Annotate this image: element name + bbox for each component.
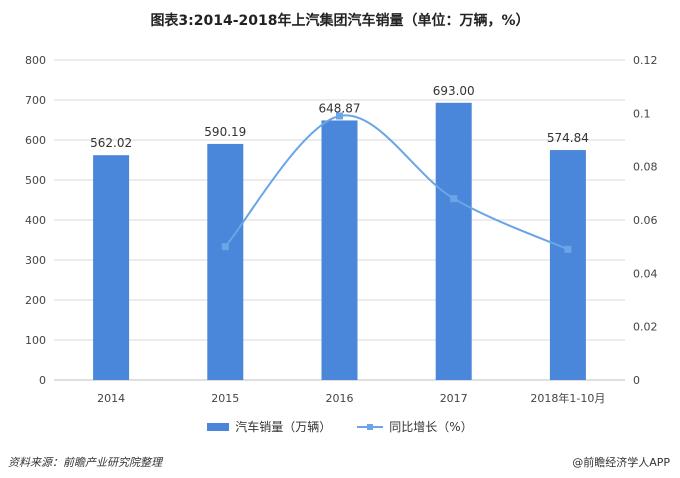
source-note: 资料来源：前瞻产业研究院整理 bbox=[8, 456, 162, 469]
x-tick-label: 2018年1-10月 bbox=[530, 391, 605, 405]
y-left-tick-label: 800 bbox=[25, 54, 46, 67]
bar bbox=[207, 143, 244, 380]
y-right-tick-label: 0.04 bbox=[633, 267, 658, 280]
chart-title: 图表3:2014-2018年上汽集团汽车销量（单位：万辆，%） bbox=[150, 13, 530, 29]
x-tick-label: 2016 bbox=[326, 392, 354, 405]
bar bbox=[93, 155, 130, 380]
bar-data-label: 693.00 bbox=[433, 84, 475, 98]
bar bbox=[435, 102, 472, 381]
y-right-tick-label: 0.08 bbox=[633, 161, 658, 174]
x-tick-label: 2015 bbox=[211, 392, 239, 405]
y-left-tick-label: 0 bbox=[39, 374, 46, 387]
legend-line-swatch bbox=[357, 422, 384, 432]
y-left-tick-label: 100 bbox=[25, 334, 46, 347]
growth-point bbox=[221, 243, 229, 251]
chart-legend: 汽车销量（万辆） 同比增长（%） bbox=[0, 418, 680, 435]
bar-data-label: 574.84 bbox=[547, 131, 589, 145]
y-right-tick-label: 0 bbox=[633, 374, 640, 387]
y-left-tick-label: 300 bbox=[25, 254, 46, 267]
y-left-tick-label: 400 bbox=[25, 214, 46, 227]
y-left-tick-label: 200 bbox=[25, 294, 46, 307]
y-left-tick-label: 500 bbox=[25, 174, 46, 187]
legend-item-sales: 汽车销量（万辆） bbox=[207, 418, 331, 435]
growth-point bbox=[564, 245, 572, 253]
y-left-tick-label: 700 bbox=[25, 94, 46, 107]
growth-point bbox=[336, 112, 343, 120]
y-right-tick-label: 0.12 bbox=[633, 54, 658, 67]
growth-point bbox=[450, 195, 458, 203]
y-right-tick-label: 0.02 bbox=[633, 321, 658, 334]
x-tick-label: 2017 bbox=[440, 392, 468, 405]
y-right-tick-label: 0.06 bbox=[633, 214, 658, 227]
brand-credit: @前瞻经济学人APP bbox=[572, 456, 670, 469]
y-right-tick-label: 0.1 bbox=[633, 107, 651, 120]
legend-label-sales: 汽车销量（万辆） bbox=[235, 420, 332, 434]
legend-label-growth: 同比增长（%） bbox=[389, 420, 473, 434]
legend-bar-swatch bbox=[207, 422, 230, 431]
x-tick-label: 2014 bbox=[97, 392, 125, 405]
bar-data-label: 648.87 bbox=[319, 101, 361, 115]
bar-data-label: 562.02 bbox=[90, 136, 132, 150]
bar-data-label: 590.19 bbox=[204, 125, 246, 139]
growth-line bbox=[224, 114, 569, 251]
y-left-tick-label: 600 bbox=[25, 134, 46, 147]
legend-item-growth: 同比增长（%） bbox=[357, 418, 473, 435]
bar bbox=[549, 150, 586, 380]
bar bbox=[321, 120, 358, 381]
